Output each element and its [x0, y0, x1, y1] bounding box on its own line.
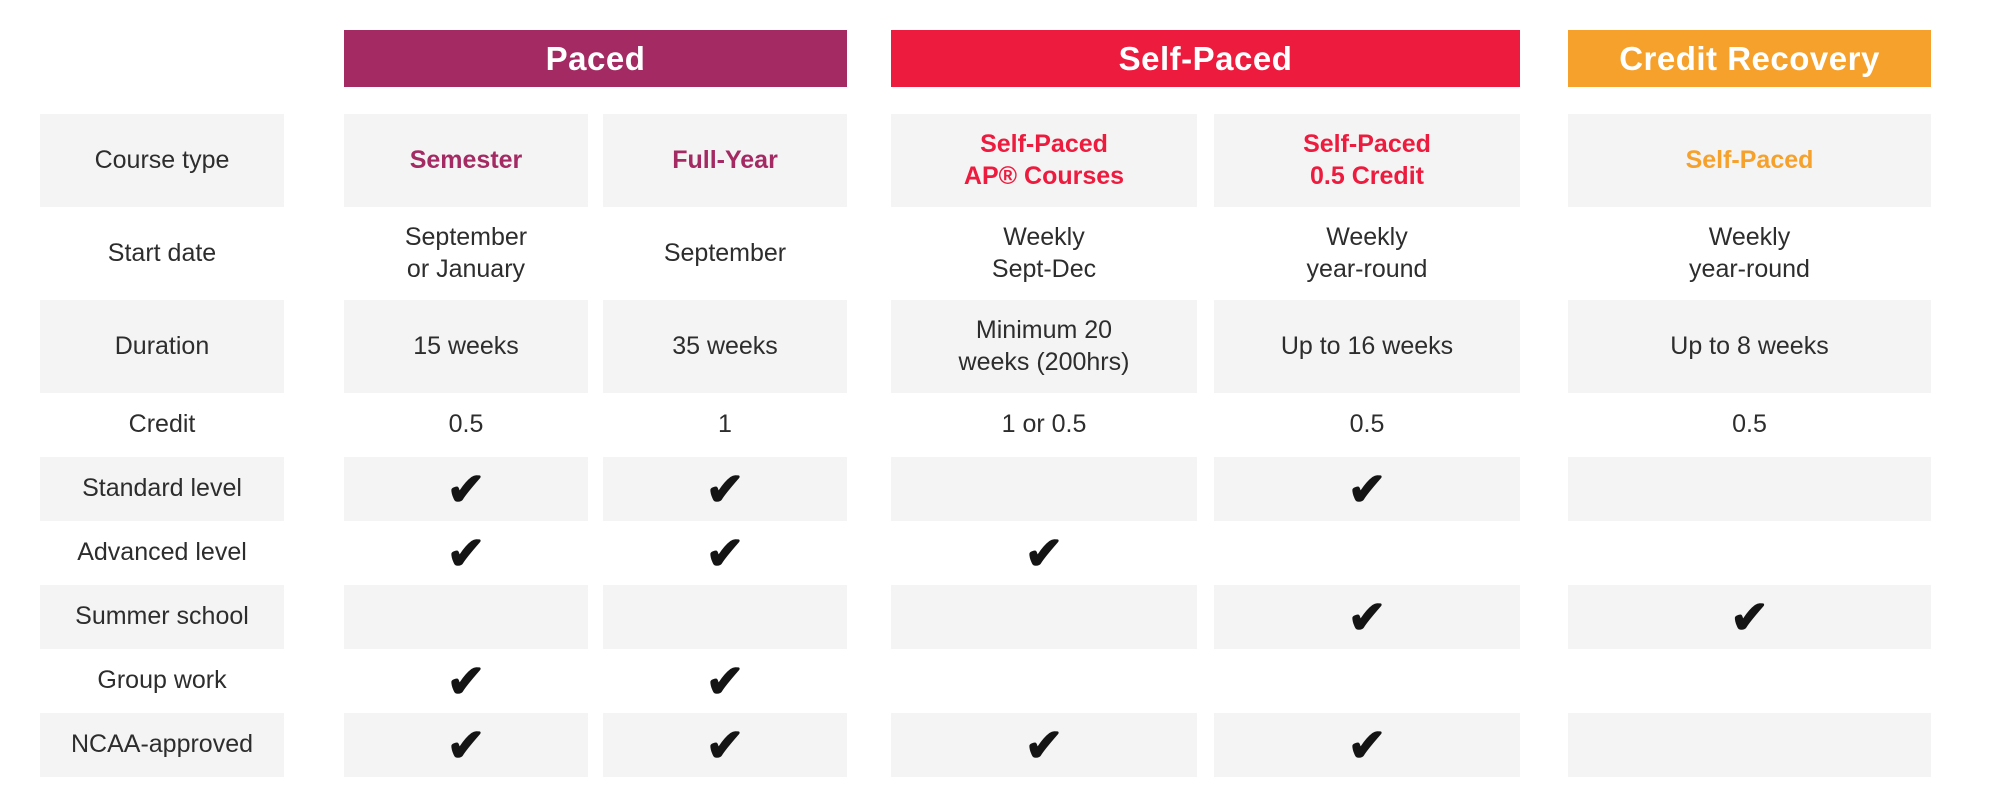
cell-standard-level-half-credit: ✔	[1214, 457, 1520, 521]
check-icon: ✔	[446, 719, 486, 771]
row-group-work: Group work ✔ ✔	[40, 649, 1960, 713]
check-icon: ✔	[705, 655, 745, 707]
cell-group-work-full-year: ✔	[603, 649, 847, 713]
cell-course-type-credit-recovery: Self-Paced	[1568, 114, 1931, 207]
cell-summer-school-ap	[891, 585, 1197, 649]
row-standard-level: Standard level ✔ ✔ ✔	[40, 457, 1960, 521]
check-icon: ✔	[1347, 591, 1387, 643]
cell-ncaa-approved-full-year: ✔	[603, 713, 847, 777]
cell-ncaa-approved-ap: ✔	[891, 713, 1197, 777]
cell-summer-school-half-credit: ✔	[1214, 585, 1520, 649]
group-header-self-paced: Self-Paced	[891, 30, 1520, 87]
cell-ncaa-approved-semester: ✔	[344, 713, 588, 777]
check-icon: ✔	[446, 527, 486, 579]
cell-duration-full-year: 35 weeks	[603, 300, 847, 393]
cell-summer-school-credit-recovery: ✔	[1568, 585, 1931, 649]
check-icon: ✔	[705, 527, 745, 579]
row-label-start-date: Start date	[107, 238, 217, 267]
cell-group-work-credit-recovery	[1568, 649, 1931, 713]
cell-course-type-full-year: Full-Year	[603, 114, 847, 207]
row-summer-school: Summer school ✔ ✔	[40, 585, 1960, 649]
check-icon: ✔	[1024, 527, 1064, 579]
check-icon: ✔	[1024, 719, 1064, 771]
cell-credit-credit-recovery: 0.5	[1732, 410, 1767, 439]
group-header-credit-recovery: Credit Recovery	[1568, 30, 1931, 87]
cell-course-type-half-credit: Self-Paced 0.5 Credit	[1214, 114, 1520, 207]
row-label-group-work: Group work	[97, 666, 227, 695]
row-label-standard-level: Standard level	[40, 457, 284, 521]
cell-advanced-level-credit-recovery	[1568, 521, 1931, 585]
header-banner-row: Paced Self-Paced Credit Recovery	[40, 30, 1960, 87]
row-course-type: Course type Semester Full-Year Self-Pace…	[40, 114, 1960, 207]
cell-advanced-level-semester: ✔	[344, 521, 588, 585]
cell-group-work-ap	[891, 649, 1197, 713]
check-icon: ✔	[1347, 719, 1387, 771]
row-label-ncaa-approved: NCAA-approved	[40, 713, 284, 777]
row-ncaa-approved: NCAA-approved ✔ ✔ ✔ ✔	[40, 713, 1960, 777]
cell-duration-credit-recovery: Up to 8 weeks	[1568, 300, 1931, 393]
row-label-duration: Duration	[40, 300, 284, 393]
check-icon: ✔	[705, 463, 745, 515]
cell-start-date-credit-recovery: Weekly year-round	[1689, 223, 1810, 283]
cell-ncaa-approved-credit-recovery	[1568, 713, 1931, 777]
cell-start-date-semester: September or January	[404, 223, 528, 283]
cell-duration-ap: Minimum 20 weeks (200hrs)	[891, 300, 1197, 393]
row-advanced-level: Advanced level ✔ ✔ ✔	[40, 521, 1960, 585]
cell-ncaa-approved-half-credit: ✔	[1214, 713, 1520, 777]
cell-start-date-ap: Weekly Sept-Dec	[991, 223, 1097, 283]
cell-standard-level-full-year: ✔	[603, 457, 847, 521]
row-label-advanced-level: Advanced level	[77, 538, 247, 567]
check-icon: ✔	[1730, 591, 1769, 643]
cell-group-work-half-credit	[1214, 649, 1520, 713]
row-label-credit: Credit	[128, 410, 196, 439]
cell-duration-semester: 15 weeks	[344, 300, 588, 393]
cell-start-date-full-year: September	[663, 238, 787, 267]
cell-standard-level-ap	[891, 457, 1197, 521]
cell-summer-school-semester	[344, 585, 588, 649]
cell-summer-school-full-year	[603, 585, 847, 649]
cell-standard-level-semester: ✔	[344, 457, 588, 521]
row-label-summer-school: Summer school	[40, 585, 284, 649]
check-icon: ✔	[705, 719, 745, 771]
row-start-date: Start date September or January Septembe…	[40, 207, 1960, 300]
cell-advanced-level-half-credit	[1214, 521, 1520, 585]
cell-course-type-ap: Self-Paced AP® Courses	[891, 114, 1197, 207]
check-icon: ✔	[1347, 463, 1387, 515]
banner-spacer	[40, 30, 344, 87]
cell-credit-ap: 1 or 0.5	[1001, 410, 1087, 439]
cell-advanced-level-ap: ✔	[891, 521, 1197, 585]
cell-duration-half-credit: Up to 16 weeks	[1214, 300, 1520, 393]
cell-start-date-half-credit: Weekly year-round	[1306, 223, 1428, 283]
check-icon: ✔	[446, 463, 486, 515]
cell-credit-semester: 0.5	[448, 410, 484, 439]
cell-advanced-level-full-year: ✔	[603, 521, 847, 585]
cell-credit-full-year: 1	[718, 410, 732, 439]
cell-credit-half-credit: 0.5	[1349, 410, 1385, 439]
row-credit: Credit 0.5 1 1 or 0.5 0.5 0.5	[40, 393, 1960, 457]
cell-group-work-semester: ✔	[344, 649, 588, 713]
cell-standard-level-credit-recovery	[1568, 457, 1931, 521]
cell-course-type-semester: Semester	[344, 114, 588, 207]
check-icon: ✔	[446, 655, 486, 707]
row-duration: Duration 15 weeks 35 weeks Minimum 20 we…	[40, 300, 1960, 393]
group-header-paced: Paced	[344, 30, 847, 87]
row-label-course-type: Course type	[40, 114, 284, 207]
